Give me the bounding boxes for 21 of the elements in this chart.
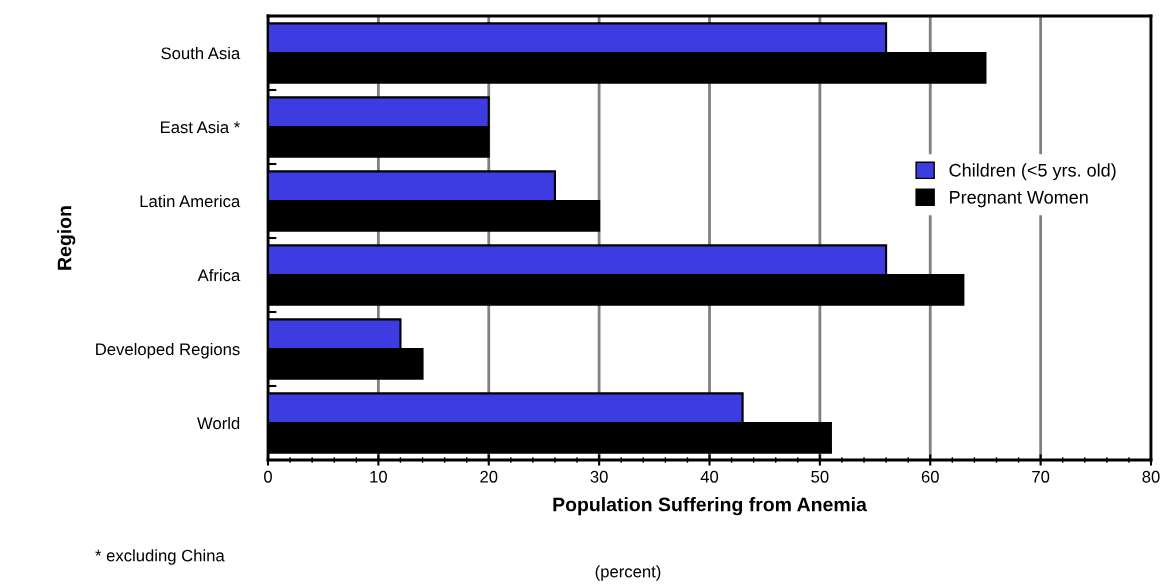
legend-label: Pregnant Women [950, 191, 1088, 208]
y-tick-label: East Asia * [160, 120, 240, 134]
y-axis-title: Region [57, 206, 76, 270]
x-axis-title: Population Suffering from Anemia [553, 497, 867, 516]
x-tick-label: 60 [921, 470, 939, 483]
x-tick-label: 70 [1032, 470, 1050, 483]
x-tick-label: 30 [590, 470, 608, 483]
x-tick-label: 10 [370, 470, 387, 483]
text: (percent) [595, 565, 661, 581]
y-tick-label: Latin America [140, 194, 241, 208]
text: * excluding China [95, 549, 225, 565]
x-tick-label: 0 [264, 470, 272, 483]
y-tick-label: Developed Regions [96, 342, 240, 359]
x-tick-label: 50 [811, 470, 829, 483]
x-tick-label: 20 [480, 470, 498, 483]
x-tick-label: 80 [1142, 470, 1160, 483]
y-tick-label: World [197, 416, 240, 430]
x-tick-label: 40 [700, 470, 719, 483]
y-tick-label: Africa [197, 268, 241, 282]
legend-label: Children (<5 yrs. old) [949, 163, 1116, 181]
y-tick-label: South Asia [161, 46, 241, 60]
